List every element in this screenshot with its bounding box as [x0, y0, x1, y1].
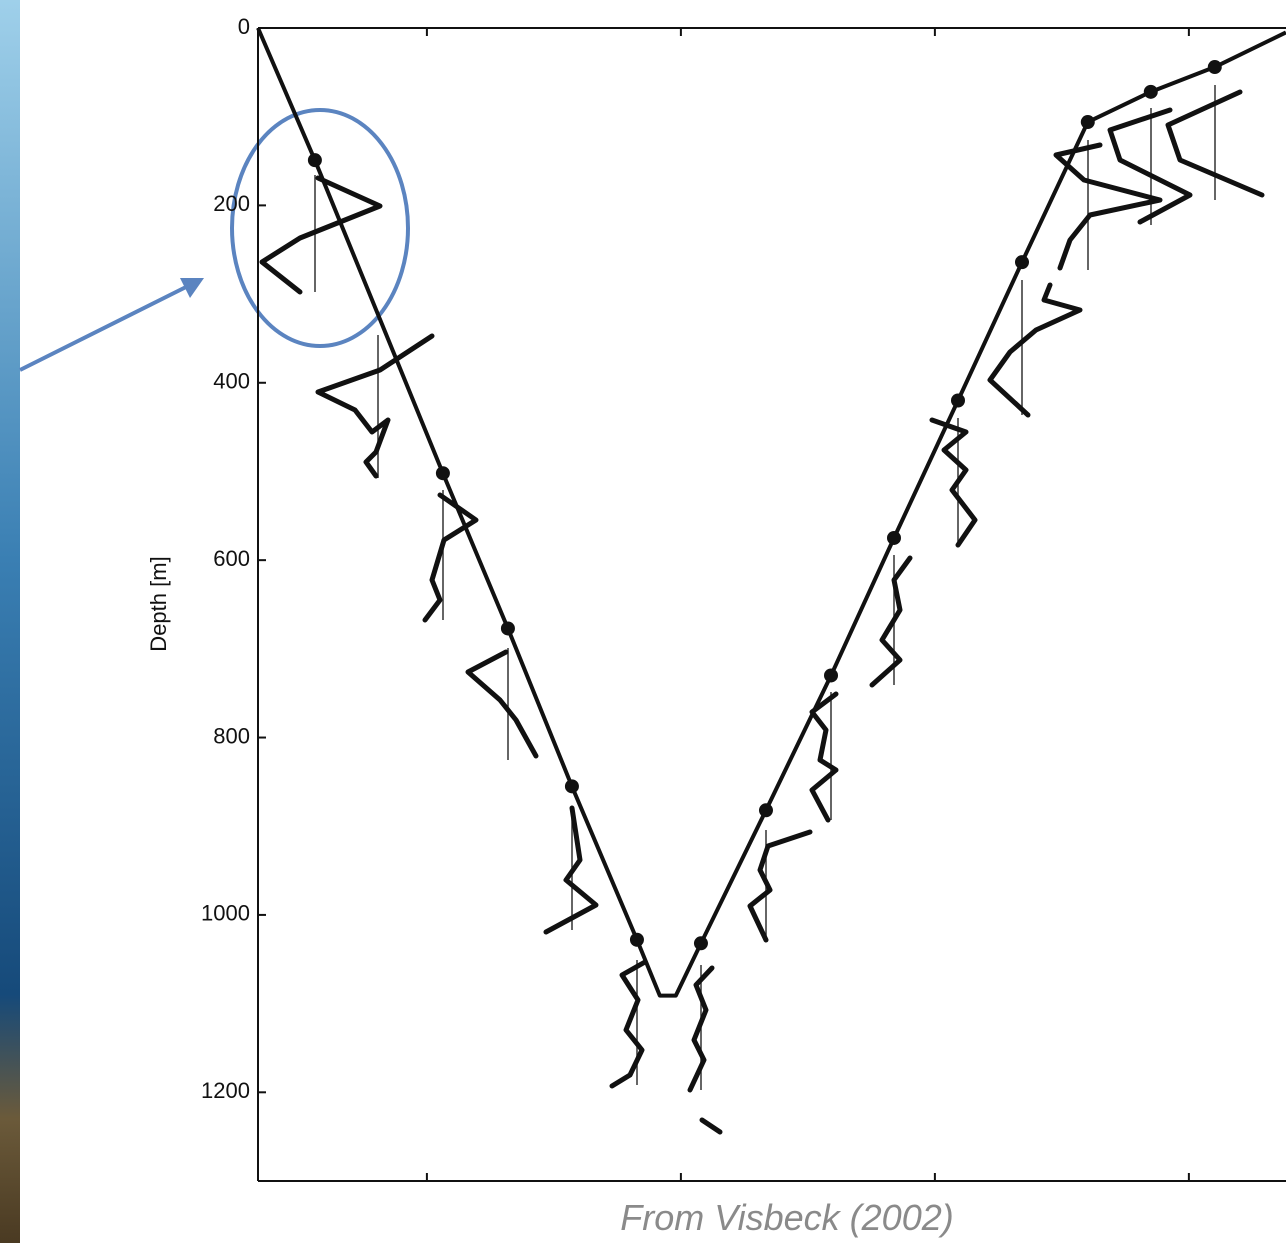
y-tick-label: 200	[213, 191, 250, 216]
profile-line	[256, 27, 1286, 998]
y-tick-label: 0	[238, 14, 250, 39]
caption: From Visbeck (2002)	[620, 1197, 953, 1238]
profile-point	[629, 932, 644, 947]
profile-point	[1015, 255, 1030, 270]
y-tick-label: 800	[213, 723, 250, 748]
plot: 0 200 400 600 800 1000 1200	[201, 14, 1286, 1182]
y-tick-label: 1000	[201, 901, 250, 926]
profile-point	[886, 530, 901, 545]
profile-point	[564, 779, 579, 794]
profile-point	[693, 936, 708, 951]
y-tick-label: 400	[213, 369, 250, 394]
profile-point	[1143, 84, 1158, 99]
arrow-shaft	[19, 284, 189, 372]
y-axis-title: Depth [m]	[146, 556, 171, 651]
y-tick-label: 600	[213, 546, 250, 571]
profile-point	[435, 466, 450, 481]
profile-point	[1080, 115, 1095, 130]
arrow-head	[180, 278, 204, 298]
profile-point	[950, 393, 965, 408]
background-strip	[0, 0, 20, 1243]
profile-point	[824, 668, 839, 683]
profile-point	[1207, 60, 1222, 75]
profile-point	[758, 803, 773, 818]
y-tick-label: 1200	[201, 1078, 250, 1103]
highlight-ellipse	[230, 108, 410, 348]
profile-point	[307, 153, 322, 168]
profile-point	[500, 621, 515, 636]
velocity-profiles	[259, 89, 1265, 1135]
